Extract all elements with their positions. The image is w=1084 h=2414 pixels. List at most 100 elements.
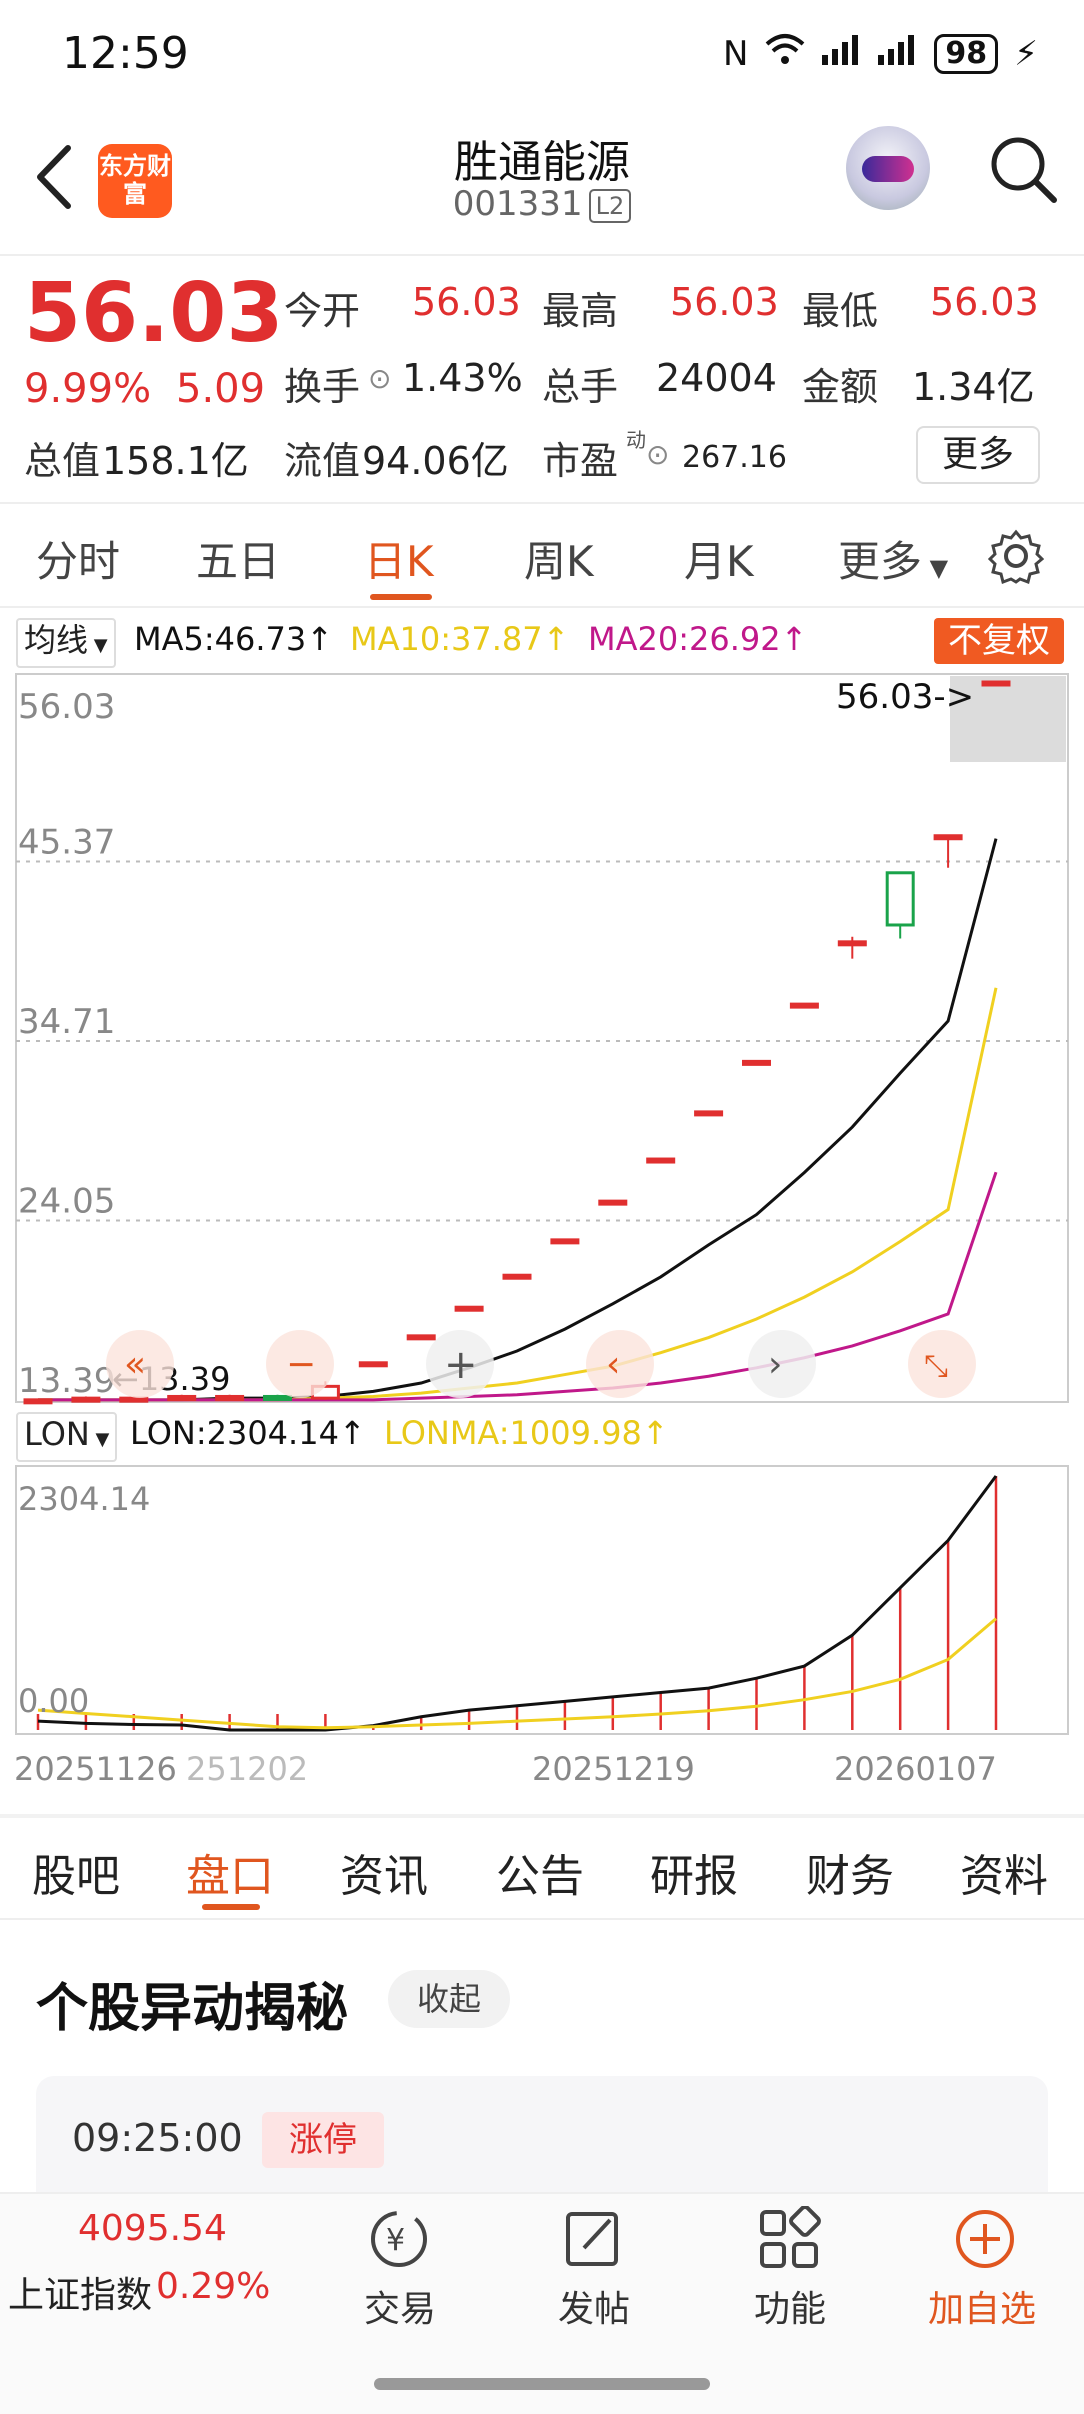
ma-selector-label: 均线 bbox=[24, 621, 89, 659]
dropdown-arrow-icon: ▼ bbox=[89, 1429, 110, 1450]
tab-five-day[interactable]: 五日 bbox=[196, 537, 281, 586]
nav-add-watchlist[interactable]: 加自选 bbox=[916, 2206, 1056, 2346]
index-name[interactable]: 上证指数 bbox=[8, 2275, 153, 2316]
tab-more[interactable]: 更多 ▼ bbox=[838, 528, 948, 589]
nav-compose-label: 发帖 bbox=[557, 2289, 630, 2330]
stock-name: 胜通能源 bbox=[454, 137, 630, 188]
candle-body bbox=[837, 940, 867, 947]
candle-body bbox=[694, 1110, 724, 1117]
lon-frame bbox=[15, 1465, 1069, 1735]
candle-body bbox=[167, 1394, 197, 1401]
nav-compose[interactable]: 发帖 bbox=[524, 2206, 664, 2346]
indicator-selector[interactable]: LON ▼ bbox=[16, 1412, 118, 1462]
stock-code-row: 001331 L2 bbox=[0, 184, 1084, 224]
status-bar: 12:59 N 98 ⚡ bbox=[0, 0, 1084, 110]
x-axis-tick: 251202 bbox=[186, 1750, 308, 1788]
adjust-mode-badge[interactable]: 不复权 bbox=[934, 618, 1064, 664]
ma-selector[interactable]: 均线 ▼ bbox=[16, 618, 116, 668]
detail-tab-divider bbox=[0, 1918, 1084, 1920]
candle-body bbox=[646, 1157, 676, 1164]
candle-body bbox=[358, 1361, 388, 1368]
tab-more-label: 更多 bbox=[838, 537, 923, 586]
candle-body bbox=[71, 1396, 101, 1403]
turnover-value: 1.43% bbox=[402, 356, 523, 400]
tab-intraday[interactable]: 分时 bbox=[36, 537, 121, 586]
pe-info-icon[interactable]: ⊙ bbox=[646, 438, 670, 471]
turnover-info-icon[interactable]: ⊙ bbox=[368, 362, 392, 395]
change-amount: 5.09 bbox=[176, 366, 266, 412]
app-logo[interactable]: 东方财富 bbox=[98, 144, 172, 218]
svg-text:‹: ‹ bbox=[606, 1344, 620, 1385]
search-icon[interactable] bbox=[988, 134, 1058, 204]
chart-bottom-divider bbox=[0, 1814, 1084, 1818]
candle-body bbox=[933, 834, 963, 841]
tab-forum[interactable]: 股吧 bbox=[32, 1851, 120, 1902]
float-label: 流值 bbox=[284, 439, 361, 483]
current-price: 56.03 bbox=[24, 266, 284, 361]
amount-value: 1.34亿 bbox=[912, 365, 1035, 409]
trade-icon: ¥ bbox=[371, 2211, 427, 2267]
ma20-legend: MA20:26.92↑ bbox=[588, 620, 808, 658]
index-value[interactable]: 4095.54 bbox=[78, 2208, 227, 2249]
tab-daily-k[interactable]: 日K bbox=[364, 537, 434, 586]
lon-chart[interactable]: 2304.14 0.00 20251126 251202 20251219 202601… bbox=[0, 1462, 1084, 1822]
zoom-in-button[interactable]: + bbox=[426, 1330, 494, 1398]
fullscreen-button[interactable]: ⤡ bbox=[908, 1330, 976, 1398]
candle-body bbox=[885, 871, 915, 927]
lon-legend: LON:2304.14↑ bbox=[130, 1414, 366, 1452]
back-icon[interactable] bbox=[30, 142, 80, 212]
svg-text:¥: ¥ bbox=[386, 2223, 405, 2258]
candle-body bbox=[406, 1334, 436, 1341]
collapse-button[interactable]: 收起 bbox=[388, 1970, 510, 2028]
signal-icon-2 bbox=[878, 34, 918, 74]
battery-icon: 98 bbox=[934, 33, 999, 74]
candle-body bbox=[502, 1273, 532, 1280]
low-value: 56.03 bbox=[930, 280, 1039, 324]
tab-financials[interactable]: 财务 bbox=[806, 1851, 894, 1902]
last-price-label: 56.03-> bbox=[836, 677, 974, 717]
tab-announcements[interactable]: 公告 bbox=[496, 1851, 584, 1902]
kline-y-tick: 34.71 bbox=[18, 1002, 115, 1042]
volume-value: 24004 bbox=[656, 356, 777, 400]
svg-text:«: « bbox=[124, 1344, 146, 1385]
tab-research[interactable]: 研报 bbox=[650, 1851, 738, 1902]
ma5-legend: MA5:46.73↑ bbox=[134, 620, 334, 658]
zoom-out-button[interactable]: − bbox=[266, 1330, 334, 1398]
event-tag: 涨停 bbox=[262, 2112, 384, 2168]
tab-monthly-k[interactable]: 月K bbox=[684, 537, 754, 586]
indicator-selector-label: LON bbox=[24, 1415, 90, 1453]
more-quote-button[interactable]: 更多 bbox=[916, 426, 1040, 484]
svg-text:+: + bbox=[444, 1342, 478, 1388]
nfc-icon: N bbox=[722, 33, 749, 74]
tab-news[interactable]: 资讯 bbox=[340, 1851, 428, 1902]
level-badge[interactable]: L2 bbox=[588, 188, 632, 223]
wifi-icon bbox=[764, 32, 806, 75]
settings-gear-icon[interactable] bbox=[987, 528, 1045, 588]
nav-apps[interactable]: 功能 bbox=[720, 2206, 860, 2346]
svg-text:⤡: ⤡ bbox=[924, 1349, 948, 1384]
scroll-right-button[interactable]: › bbox=[748, 1330, 816, 1398]
nav-trade[interactable]: ¥ 交易 bbox=[330, 2206, 470, 2346]
fast-back-button[interactable]: « bbox=[106, 1330, 174, 1398]
tab-weekly-k[interactable]: 周K bbox=[524, 537, 594, 586]
svg-text:›: › bbox=[768, 1344, 782, 1385]
status-icons: N 98 ⚡ bbox=[723, 32, 1038, 75]
candle-body bbox=[454, 1305, 484, 1312]
tab-handicap[interactable]: 盘口 bbox=[186, 1851, 274, 1902]
svg-text:−: − bbox=[286, 1344, 316, 1385]
low-label: 最低 bbox=[802, 289, 879, 333]
index-percent: 0.29% bbox=[156, 2266, 271, 2307]
apps-icon bbox=[760, 2206, 821, 2268]
charging-icon: ⚡ bbox=[1014, 33, 1038, 74]
tab-profile[interactable]: 资料 bbox=[960, 1851, 1048, 1902]
pe-label: 市盈 bbox=[542, 439, 619, 483]
home-indicator[interactable] bbox=[374, 2378, 710, 2390]
candle-body bbox=[550, 1238, 580, 1245]
bottom-bar bbox=[0, 2192, 1084, 2414]
candle-body bbox=[981, 680, 1011, 687]
quote-divider bbox=[0, 502, 1084, 504]
float-value: 94.06亿 bbox=[362, 439, 509, 483]
kline-y-tick: 45.37 bbox=[18, 823, 115, 863]
scroll-left-button[interactable]: ‹ bbox=[586, 1330, 654, 1398]
